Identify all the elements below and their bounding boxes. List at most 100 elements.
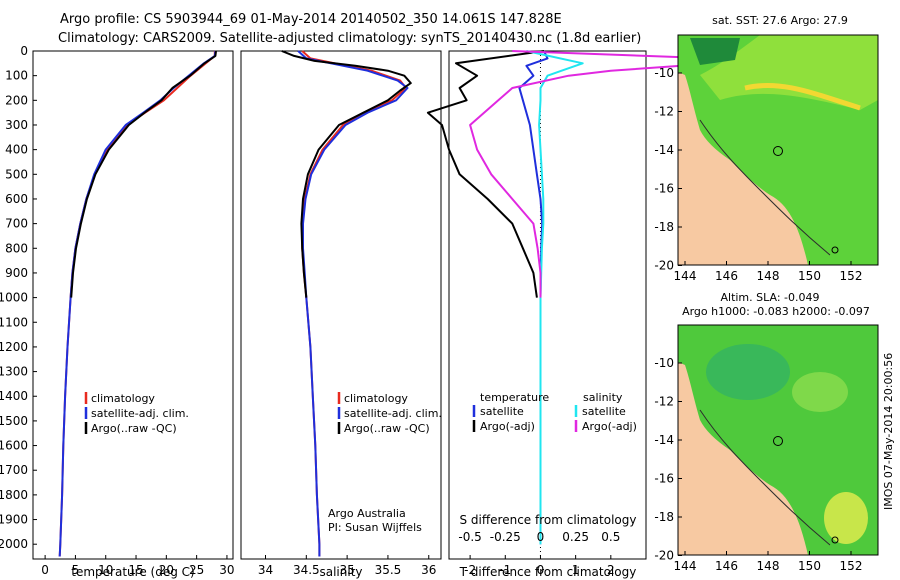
map-x-tick-label: 146 [715,559,738,573]
sla-high-anomaly [792,372,848,412]
sst-map-title: sat. SST: 27.6 Argo: 27.9 [712,14,848,27]
legend-label: Argo(..raw -QC) [91,422,177,435]
temperature-panel [32,50,234,560]
y-tick-label: 2000 [0,537,28,551]
map-x-tick-label: 144 [674,269,697,283]
legend-label: satellite-adj. clim. [344,407,442,420]
s-tick-label: -0.25 [490,530,521,544]
y-tick-label: 400 [5,143,28,157]
x-tick-label: 0 [41,563,49,577]
sst-landmass [690,38,740,65]
series-line-2 [526,50,584,545]
sla-map [677,324,879,556]
argo-location-marker [773,146,783,156]
y-tick-label: 600 [5,192,28,206]
series-line-2 [281,50,412,298]
map-y-tick-label: -12 [654,105,674,119]
y-tick-label: 1900 [0,513,28,527]
y-tick-label: 1200 [0,340,28,354]
legend-label: Argo(-adj) [480,420,535,433]
pi-credit: PI: Susan Wijffels [328,521,422,534]
y-tick-label: 200 [5,93,28,107]
x-tick-label: 30 [219,563,234,577]
y-tick-label: 800 [5,241,28,255]
salinity-plot: 34 34.5 35 35.5 36 [258,50,436,577]
x-tick-label: 35.5 [375,563,402,577]
y-tick-label: 1000 [0,291,28,305]
map-y-tick-label: -10 [654,356,674,370]
y-tick-label: 1500 [0,414,28,428]
y-tick-label: 500 [5,167,28,181]
legend-label: Argo(-adj) [582,420,637,433]
x-tick-label: 20 [159,563,174,577]
legend-label: climatology [344,392,408,405]
x-tick-label: 0 [537,563,545,577]
difference-plot: -2 -1 0 1 2-0.5 -0.25 0 0.25 0.5 [426,50,851,577]
temperature-legend: climatology satellite-adj. clim. Argo(..… [84,392,189,435]
sla-isobath [699,409,831,546]
y-tick-label: 900 [5,266,28,280]
map-x-tick-label: 152 [840,269,863,283]
map-y-tick-label: -16 [654,472,674,486]
y-tick-label: 1100 [0,315,28,329]
map-x-tick-label: 150 [798,559,821,573]
imos-timestamp: IMOS 07-May-2014 20:00:56 [882,353,895,510]
y-tick-label: 100 [5,69,28,83]
map-y-tick-label: -20 [654,549,674,563]
x-tick-label: 10 [98,563,113,577]
map-y-tick-label: -14 [654,433,674,447]
map-y-tick-label: -18 [654,510,674,524]
legend-header-temperature: temperature [480,391,549,404]
map-y-tick-label: -16 [654,182,674,196]
y-tick-label: 1300 [0,365,28,379]
series-line-1 [297,50,409,557]
map-x-tick-label: 146 [715,269,738,283]
x-tick-label: 15 [128,563,143,577]
legend-label: Argo(..raw -QC) [344,422,430,435]
legend-header-salinity: salinity [583,391,623,404]
sla-map-title-1: Altim. SLA: -0.049 [720,291,819,304]
series-line-1 [58,50,217,557]
temperature-plot: 0 5 10 15 20 25 30 [41,50,235,577]
sst-warm-streak [744,83,861,111]
series-line-0 [518,50,549,545]
x-tick-label: 1 [572,563,580,577]
sla-low-anomaly [706,344,790,400]
map-x-tick-label: 152 [840,559,863,573]
y-tick-label: 1800 [0,488,28,502]
series-line-1 [426,50,545,298]
sst-map-island [831,246,839,254]
x-tick-label: 36 [421,563,436,577]
series-line-3 [469,50,851,298]
y-tick-label: 0 [20,44,28,58]
x-tick-label: 5 [72,563,80,577]
x-tick-label: -2 [464,563,476,577]
map-y-tick-label: -12 [654,395,674,409]
s-tick-label: 0 [537,530,545,544]
x-tick-label: 25 [189,563,204,577]
series-line-2 [70,50,217,298]
map-y-tick-label: -10 [654,66,674,80]
temperature-xlabel: temperature (deg C) [71,565,194,579]
depth-axis: 0 100 200 300 400 500 600 700 800 900 1000 1100 1200… [0,44,37,551]
y-tick-label: 1400 [0,389,28,403]
y-tick-label: 300 [5,118,28,132]
y-tick-label: 1700 [0,463,28,477]
x-tick-label: 34.5 [293,563,320,577]
argo-location-marker [773,436,783,446]
s-diff-xlabel: S difference from climatology [460,513,637,527]
x-tick-label: -1 [499,563,511,577]
sst-warm-band [700,35,878,110]
legend-label: climatology [91,392,155,405]
y-tick-label: 1600 [0,439,28,453]
header-line-1: Argo profile: CS 5903944_69 01-May-2014 … [60,12,562,27]
map-y-tick-label: -14 [654,143,674,157]
sst-map [677,34,879,266]
x-tick-label: 2 [607,563,615,577]
map-x-tick-label: 148 [757,559,780,573]
y-tick-label: 700 [5,217,28,231]
sla-high-anomaly-south [824,492,868,544]
map-y-tick-label: -20 [654,259,674,273]
